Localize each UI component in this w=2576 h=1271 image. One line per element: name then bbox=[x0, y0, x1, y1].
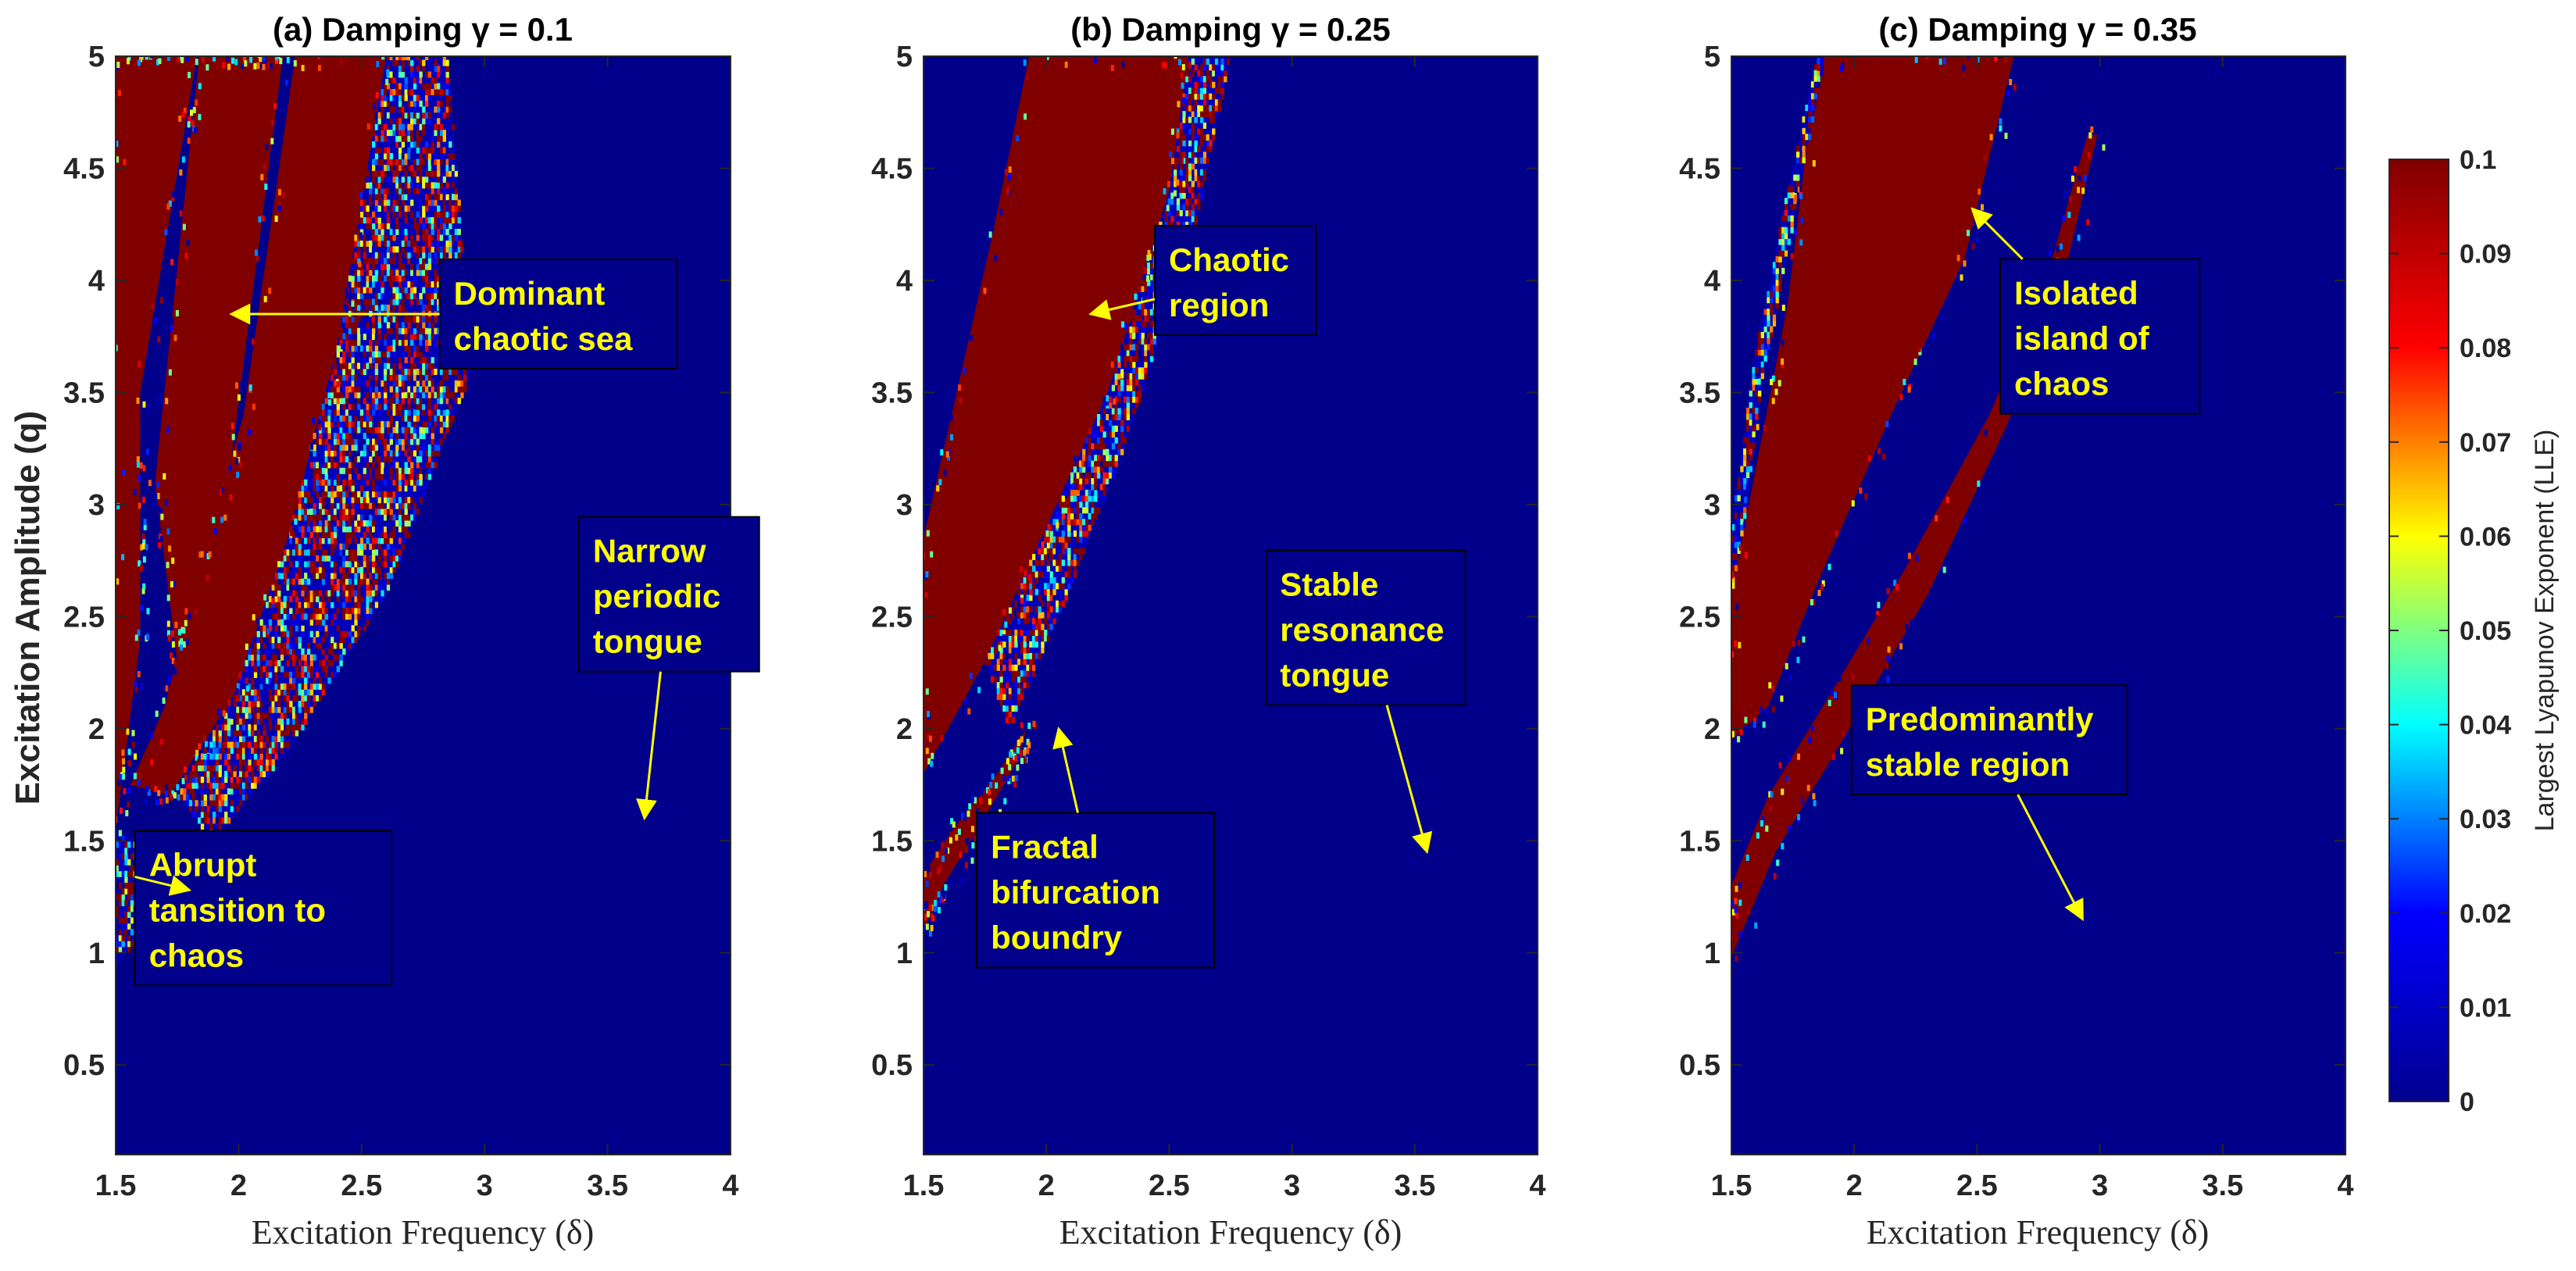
panel-a-annotation-2: Abrupt tansition to chaos bbox=[135, 830, 391, 985]
panel-b-y-tick-label: 4.5 bbox=[871, 152, 913, 185]
panel-a-y-tick-label: 2.5 bbox=[63, 601, 105, 634]
panel-b-y-tick-label: 1.5 bbox=[871, 825, 913, 858]
annotation-text: Narrow bbox=[593, 533, 706, 569]
panel-a-x-tick-label: 2 bbox=[230, 1169, 247, 1202]
panel-c-y-tick-label: 0.5 bbox=[1679, 1049, 1720, 1082]
annotation-text: Abrupt bbox=[149, 846, 257, 883]
panel-c-x-tick-label: 4 bbox=[2337, 1169, 2353, 1202]
annotation-text: resonance bbox=[1280, 612, 1444, 648]
panel-c: (c) Damping γ = 0.35 Excitation Frequenc… bbox=[1679, 11, 2353, 1251]
annotation-text: tansition to bbox=[149, 891, 326, 928]
colorbar-tick-label: 0 bbox=[2460, 1087, 2474, 1117]
annotation-text: boundry bbox=[991, 919, 1123, 955]
panel-b-x-tick-label: 1.5 bbox=[903, 1169, 945, 1202]
panel-a-y-tick-label: 1 bbox=[88, 937, 105, 970]
colorbar-tick-label: 0.01 bbox=[2460, 993, 2511, 1023]
panel-b-title: (b) Damping γ = 0.25 bbox=[1070, 11, 1391, 48]
annotation-text: stable region bbox=[1866, 746, 2070, 783]
panel-c-x-tick-label: 2 bbox=[1846, 1169, 1863, 1202]
panel-a-y-tick-label: 4 bbox=[88, 265, 105, 298]
panel-b: (b) Damping γ = 0.25 Excitation Frequenc… bbox=[871, 11, 1545, 1251]
panel-b-x-tick-label: 4 bbox=[1529, 1169, 1545, 1202]
panel-c-y-tick-label: 4 bbox=[1704, 265, 1720, 298]
panel-a-x-tick-label: 1.5 bbox=[95, 1169, 137, 1202]
panel-a-x-tick-label: 3 bbox=[477, 1169, 493, 1202]
annotation-text: island of bbox=[2014, 320, 2150, 357]
panel-c-y-tick-label: 5 bbox=[1704, 41, 1720, 73]
panel-b-x-tick-label: 3.5 bbox=[1394, 1169, 1435, 1202]
panel-a-y-tick-label: 0.5 bbox=[63, 1049, 105, 1082]
colorbar-tick-label: 0.05 bbox=[2460, 616, 2511, 646]
annotation-text: Dominant bbox=[454, 275, 606, 312]
annotation-text: Fractal bbox=[991, 828, 1099, 865]
panel-c-x-tick-label: 3 bbox=[2092, 1169, 2108, 1202]
y-axis-label: Excitation Amplitude (q) bbox=[9, 411, 47, 805]
panel-c-y-tick-label: 1.5 bbox=[1679, 825, 1720, 858]
colorbar-tick-label: 0.09 bbox=[2460, 240, 2511, 270]
panel-c-y-tick-label: 3.5 bbox=[1679, 377, 1720, 409]
annotation-text: Stable bbox=[1280, 566, 1378, 603]
panel-b-x-tick-label: 3 bbox=[1284, 1169, 1300, 1202]
panel-b-y-tick-label: 0.5 bbox=[871, 1049, 913, 1082]
colorbar-tick-label: 0.08 bbox=[2460, 334, 2511, 363]
panel-b-y-tick-label: 3.5 bbox=[871, 377, 913, 409]
annotation-text: periodic bbox=[593, 578, 720, 615]
annotation-text: tongue bbox=[1280, 657, 1389, 694]
panel-a-x-tick-label: 2.5 bbox=[341, 1169, 382, 1202]
panel-a-y-tick-label: 5 bbox=[88, 41, 105, 73]
colorbar-tick-label: 0.04 bbox=[2460, 711, 2511, 741]
panel-a-y-tick-label: 1.5 bbox=[63, 825, 105, 858]
panel-c-title: (c) Damping γ = 0.35 bbox=[1878, 11, 2196, 48]
panel-b-y-tick-label: 3 bbox=[896, 489, 913, 522]
panel-c-y-tick-label: 1 bbox=[1704, 937, 1720, 970]
colorbar-tick-label: 0.03 bbox=[2460, 805, 2511, 834]
panel-b-y-tick-label: 1 bbox=[896, 937, 913, 970]
panel-c-x-tick-label: 3.5 bbox=[2202, 1169, 2243, 1202]
panel-a-x-tick-label: 4 bbox=[722, 1169, 738, 1202]
panel-a-y-tick-label: 4.5 bbox=[63, 152, 105, 185]
colorbar-tick-label: 0.06 bbox=[2460, 522, 2511, 552]
colorbar-tick-label: 0.07 bbox=[2460, 428, 2511, 458]
panel-b-x-tick-label: 2 bbox=[1038, 1169, 1055, 1202]
panel-a-y-tick-label: 3 bbox=[88, 489, 105, 522]
annotation-text: tongue bbox=[593, 623, 702, 660]
panel-c-x-axis-label: Excitation Frequency (δ) bbox=[1867, 1213, 2210, 1251]
annotation-text: chaos bbox=[2014, 366, 2109, 402]
annotation-text: Chaotic bbox=[1169, 241, 1289, 278]
panel-b-x-tick-label: 2.5 bbox=[1149, 1169, 1190, 1202]
panel-a: (a) Damping γ = 0.1 Excitation Amplitude… bbox=[9, 11, 759, 1251]
panel-c-x-tick-label: 2.5 bbox=[1956, 1169, 1998, 1202]
panel-b-y-tick-label: 4 bbox=[896, 265, 913, 298]
colorbar: Largest Lyapunov Exponent (LLE) 0 0.01 0.0… bbox=[2389, 145, 2560, 1117]
panel-c-y-tick-label: 3 bbox=[1704, 489, 1720, 522]
panel-c-y-tick-label: 2 bbox=[1704, 713, 1720, 746]
annotation-text: Predominantly bbox=[1866, 701, 2094, 737]
panel-c-x-tick-label: 1.5 bbox=[1711, 1169, 1752, 1202]
panel-b-y-tick-label: 2.5 bbox=[871, 601, 913, 634]
colorbar-tick-label: 0.02 bbox=[2460, 899, 2511, 929]
annotation-text: region bbox=[1169, 287, 1269, 323]
panel-a-x-tick-label: 3.5 bbox=[587, 1169, 628, 1202]
annotation-text: Isolated bbox=[2014, 275, 2138, 312]
panel-a-title: (a) Damping γ = 0.1 bbox=[273, 11, 573, 48]
panel-c-y-tick-label: 4.5 bbox=[1679, 152, 1720, 185]
panel-a-x-axis-label: Excitation Frequency (δ) bbox=[252, 1213, 595, 1251]
colorbar-label: Largest Lyapunov Exponent (LLE) bbox=[2530, 430, 2560, 832]
panel-b-y-tick-label: 2 bbox=[896, 713, 913, 746]
panel-a-y-tick-label: 3.5 bbox=[63, 377, 105, 409]
colorbar-tick-label: 0.1 bbox=[2460, 145, 2496, 175]
annotation-text: chaos bbox=[149, 937, 244, 973]
annotation-text: chaotic sea bbox=[454, 320, 633, 357]
panel-b-y-tick-label: 5 bbox=[896, 41, 913, 73]
panel-b-x-axis-label: Excitation Frequency (δ) bbox=[1059, 1213, 1402, 1251]
panel-c-y-tick-label: 2.5 bbox=[1679, 601, 1720, 634]
panel-a-y-tick-label: 2 bbox=[88, 713, 105, 746]
annotation-text: bifurcation bbox=[991, 873, 1160, 910]
